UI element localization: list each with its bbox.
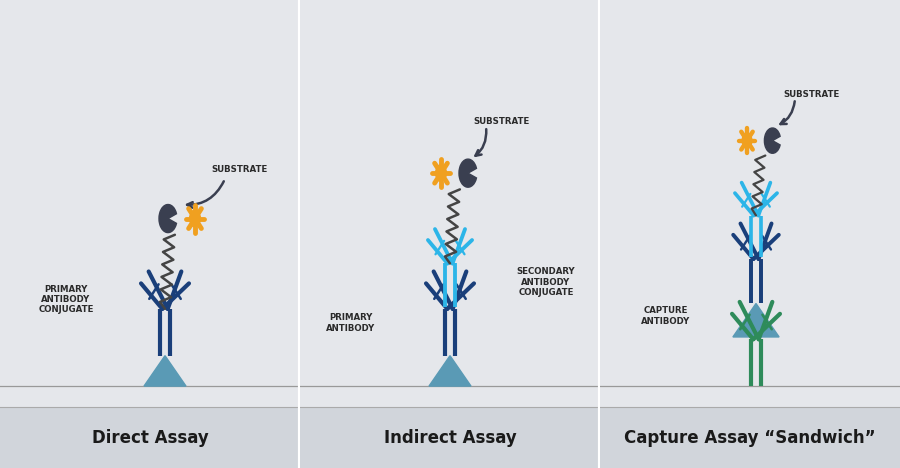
Text: SECONDARY
ANTIBODY
CONJUGATE: SECONDARY ANTIBODY CONJUGATE xyxy=(517,267,575,297)
Circle shape xyxy=(190,210,201,227)
Polygon shape xyxy=(144,356,186,386)
Bar xyxy=(0,407,300,468)
Bar xyxy=(300,407,600,468)
Circle shape xyxy=(742,133,752,148)
Wedge shape xyxy=(764,128,780,153)
Text: SUBSTRATE: SUBSTRATE xyxy=(212,165,268,174)
Wedge shape xyxy=(459,159,476,187)
Bar xyxy=(600,407,900,468)
Text: Direct Assay: Direct Assay xyxy=(92,429,209,446)
Wedge shape xyxy=(159,205,176,233)
Circle shape xyxy=(436,165,446,182)
Polygon shape xyxy=(733,303,779,337)
Polygon shape xyxy=(429,356,471,386)
Text: Indirect Assay: Indirect Assay xyxy=(383,429,517,446)
Text: PRIMARY
ANTIBODY
CONJUGATE: PRIMARY ANTIBODY CONJUGATE xyxy=(39,285,94,314)
Text: CAPTURE
ANTIBODY: CAPTURE ANTIBODY xyxy=(642,306,690,326)
Text: SUBSTRATE: SUBSTRATE xyxy=(783,89,840,98)
Text: SUBSTRATE: SUBSTRATE xyxy=(472,117,529,126)
Text: Capture Assay “Sandwich”: Capture Assay “Sandwich” xyxy=(625,429,876,446)
Text: PRIMARY
ANTIBODY: PRIMARY ANTIBODY xyxy=(327,313,375,333)
